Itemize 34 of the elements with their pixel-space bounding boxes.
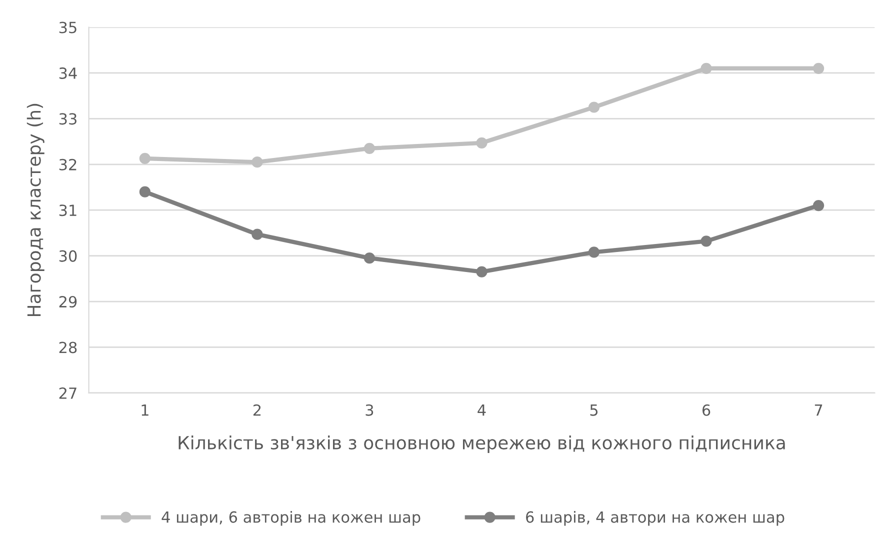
point (812, 62, 824, 74)
point (139, 186, 150, 198)
point (588, 102, 600, 113)
y-tick-label: 34 (59, 67, 77, 79)
point (364, 142, 376, 154)
y-tick-label: 27 (59, 387, 76, 399)
point (700, 236, 712, 247)
point (476, 266, 488, 278)
y-axis-title: Нагорода кластеру (h) (26, 104, 44, 316)
point (812, 200, 824, 212)
point (252, 156, 263, 168)
point (588, 246, 600, 258)
y-tick-label: 31 (59, 204, 76, 216)
y-tick-label: 29 (59, 296, 77, 308)
x-tick-label: 2 (253, 404, 261, 416)
point (700, 62, 712, 74)
x-axis-title: Кількість зв'язків з основною мережею від кожного підписника (178, 436, 785, 453)
x-tick-label: 4 (478, 404, 486, 416)
x-tick-label: 3 (366, 404, 374, 416)
y-tick-label: 33 (59, 113, 76, 125)
x-tick-label: 7 (814, 404, 822, 416)
y-tick-label: 30 (59, 250, 77, 262)
point (476, 137, 488, 148)
legend-label: 4 шари, 6 авторів на кожен шар (162, 511, 420, 526)
y-tick-label: 32 (59, 158, 76, 170)
x-tick-label: 1 (142, 404, 148, 416)
point (364, 252, 376, 264)
y-tick-label: 28 (59, 342, 77, 354)
y-tick-label: 35 (59, 22, 76, 34)
x-tick-label: 5 (590, 404, 598, 416)
point (252, 228, 263, 240)
point (139, 152, 150, 164)
legend-label: 6 шарів, 4 автори на кожен шар (526, 511, 784, 526)
x-tick-label: 6 (702, 404, 710, 416)
